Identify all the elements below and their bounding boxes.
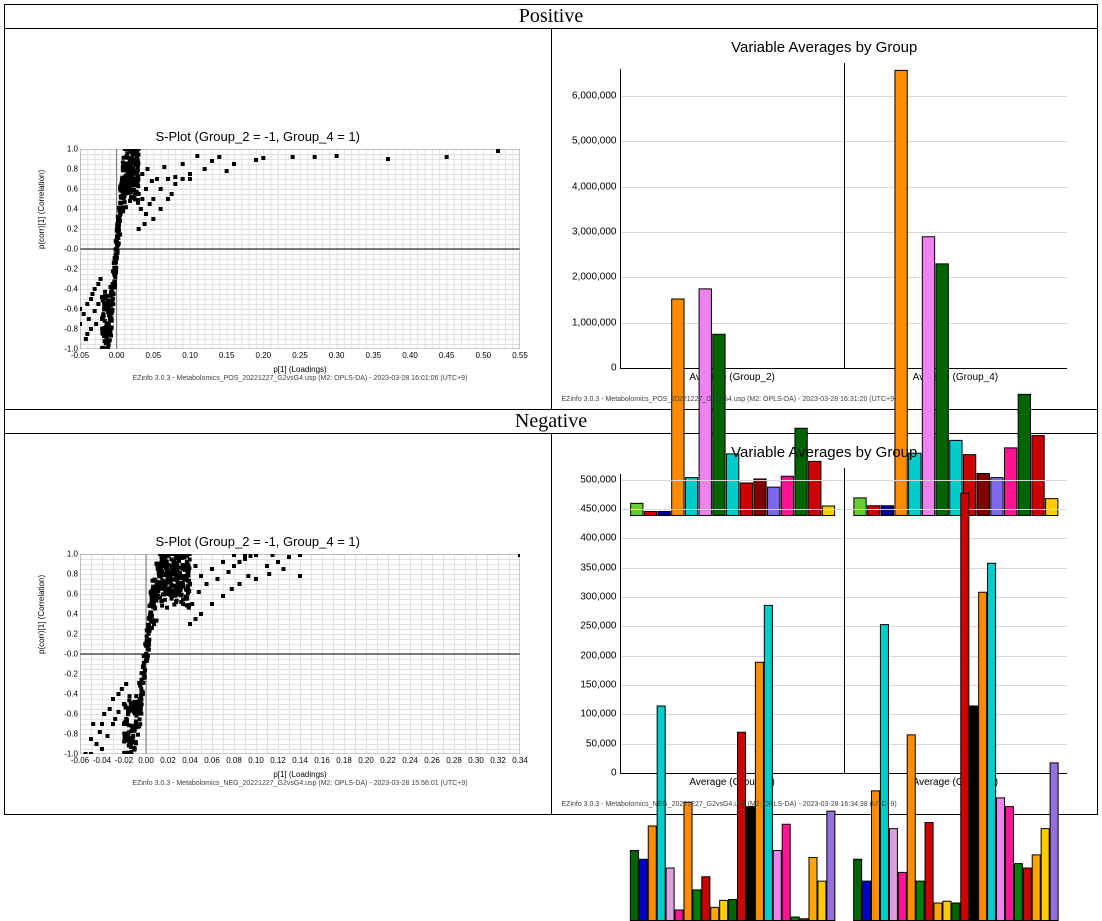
ytick-label: 0	[611, 768, 621, 779]
xtick-label: -0.06	[71, 754, 89, 765]
splot-ylabel: p(corr)[1] (Correlation)	[37, 170, 46, 249]
ytick-label: 200,000	[580, 650, 620, 661]
xtick-label: 0.10	[248, 754, 264, 765]
xtick-label: 0.26	[424, 754, 440, 765]
splot-title: S-Plot (Group_2 = -1, Group_4 = 1)	[5, 129, 511, 144]
xtick-label: 0.08	[226, 754, 242, 765]
ytick-label: 0.4	[67, 610, 80, 619]
ytick-label: 6,000,000	[572, 91, 621, 102]
ytick-label: 1.0	[67, 550, 80, 559]
xtick-label: 0.02	[160, 754, 176, 765]
splot-footer: EZinfo 3.0.3 - Metabolomics_NEG_20221227…	[80, 780, 520, 787]
ytick-label: -0.0	[64, 650, 80, 659]
xtick-label: 0.20	[256, 349, 272, 360]
xtick-label: 0.12	[270, 754, 286, 765]
xtick-label: -0.05	[71, 349, 89, 360]
xtick-label: 0.00	[109, 349, 125, 360]
ytick-label: -0.4	[64, 285, 80, 294]
ytick-label: 0.8	[67, 570, 80, 579]
ytick-label: 1.0	[67, 145, 80, 154]
xtick-label: 0.45	[439, 349, 455, 360]
ytick-label: -0.8	[64, 730, 80, 739]
positive-splot: S-Plot (Group_2 = -1, Group_4 = 1) p(cor…	[5, 29, 551, 409]
ytick-label: -0.6	[64, 305, 80, 314]
xtick-label: 0.32	[490, 754, 506, 765]
ytick-label: 3,000,000	[572, 227, 621, 238]
xtick-label: 0.34	[512, 754, 528, 765]
splot-plot-area: -1.0-0.8-0.6-0.4-0.2-0.00.20.40.60.81.0-…	[80, 149, 520, 349]
xtick-label: 0.00	[138, 754, 154, 765]
positive-header: Positive	[5, 5, 1098, 29]
negative-splot: S-Plot (Group_2 = -1, Group_4 = 1) p(cor…	[5, 434, 551, 814]
splot-svg	[80, 149, 520, 349]
xtick-label: 0.10	[182, 349, 198, 360]
bar-footer: EZinfo 3.0.3 - Metabolomics_NEG_20221227…	[562, 801, 897, 808]
positive-barchart: Variable Averages by Group 01,000,0002,0…	[552, 29, 1098, 409]
ytick-label: 0.2	[67, 630, 80, 639]
ytick-label: 150,000	[580, 680, 620, 691]
xtick-label: 0.04	[182, 754, 198, 765]
ytick-label: -0.2	[64, 265, 80, 274]
splot-ylabel: p(corr)[1] (Correlation)	[37, 575, 46, 654]
xtick-label: 0.14	[292, 754, 308, 765]
xtick-label: -0.02	[115, 754, 133, 765]
ytick-label: 500,000	[580, 474, 620, 485]
splot-svg	[80, 554, 520, 754]
figure-grid: Positive S-Plot (Group_2 = -1, Group_4 =…	[4, 4, 1098, 815]
xtick-label: 0.35	[366, 349, 382, 360]
splot-xlabel: p[1] (Loadings)	[80, 365, 520, 374]
xtick-label: 0.30	[468, 754, 484, 765]
bar-footer: EZinfo 3.0.3 - Metabolomics_POS_20221227…	[562, 396, 897, 403]
xtick-label: 0.40	[402, 349, 418, 360]
ytick-label: -0.4	[64, 690, 80, 699]
xtick-label: 0.55	[512, 349, 528, 360]
ytick-label: 0.8	[67, 165, 80, 174]
ytick-label: 250,000	[580, 621, 620, 632]
ytick-label: 300,000	[580, 592, 620, 603]
ytick-label: -0.6	[64, 710, 80, 719]
xtick-label: 0.05	[146, 349, 162, 360]
ytick-label: 1,000,000	[572, 317, 621, 328]
ytick-label: 4,000,000	[572, 181, 621, 192]
splot-xlabel: p[1] (Loadings)	[80, 770, 520, 779]
xtick-label: 0.22	[380, 754, 396, 765]
ytick-label: -0.2	[64, 670, 80, 679]
bar-title: Variable Averages by Group	[552, 39, 1098, 56]
xtick-label: 0.50	[476, 349, 492, 360]
xtick-label: 0.15	[219, 349, 235, 360]
bar-title: Variable Averages by Group	[552, 444, 1098, 461]
ytick-label: 2,000,000	[572, 272, 621, 283]
bar-plot-area: 01,000,0002,000,0003,000,0004,000,0005,0…	[620, 69, 1068, 369]
ytick-label: 0.6	[67, 590, 80, 599]
ytick-label: -0.8	[64, 325, 80, 334]
xtick-label: 0.30	[329, 349, 345, 360]
xtick-label: -0.04	[93, 754, 111, 765]
bar-plot-area: 050,000100,000150,000200,000250,000300,0…	[620, 474, 1068, 774]
splot-plot-area: -1.0-0.8-0.6-0.4-0.2-0.00.20.40.60.81.0-…	[80, 554, 520, 754]
xtick-label: 0.18	[336, 754, 352, 765]
ytick-label: 0	[611, 363, 621, 374]
xtick-label: 0.20	[358, 754, 374, 765]
ytick-label: -0.0	[64, 245, 80, 254]
negative-barchart: Variable Averages by Group 050,000100,00…	[552, 434, 1098, 814]
xtick-label: 0.16	[314, 754, 330, 765]
ytick-label: 0.4	[67, 205, 80, 214]
splot-footer: EZinfo 3.0.3 - Metabolomics_POS_20221227…	[80, 375, 520, 382]
ytick-label: 0.6	[67, 185, 80, 194]
ytick-label: 400,000	[580, 533, 620, 544]
xtick-label: 0.24	[402, 754, 418, 765]
ytick-label: 50,000	[586, 738, 621, 749]
ytick-label: 0.2	[67, 225, 80, 234]
ytick-label: 100,000	[580, 709, 620, 720]
ytick-label: 450,000	[580, 504, 620, 515]
xtick-label: 0.28	[446, 754, 462, 765]
xtick-label: 0.25	[292, 349, 308, 360]
xtick-label: 0.06	[204, 754, 220, 765]
splot-title: S-Plot (Group_2 = -1, Group_4 = 1)	[5, 534, 511, 549]
ytick-label: 5,000,000	[572, 136, 621, 147]
ytick-label: 350,000	[580, 562, 620, 573]
